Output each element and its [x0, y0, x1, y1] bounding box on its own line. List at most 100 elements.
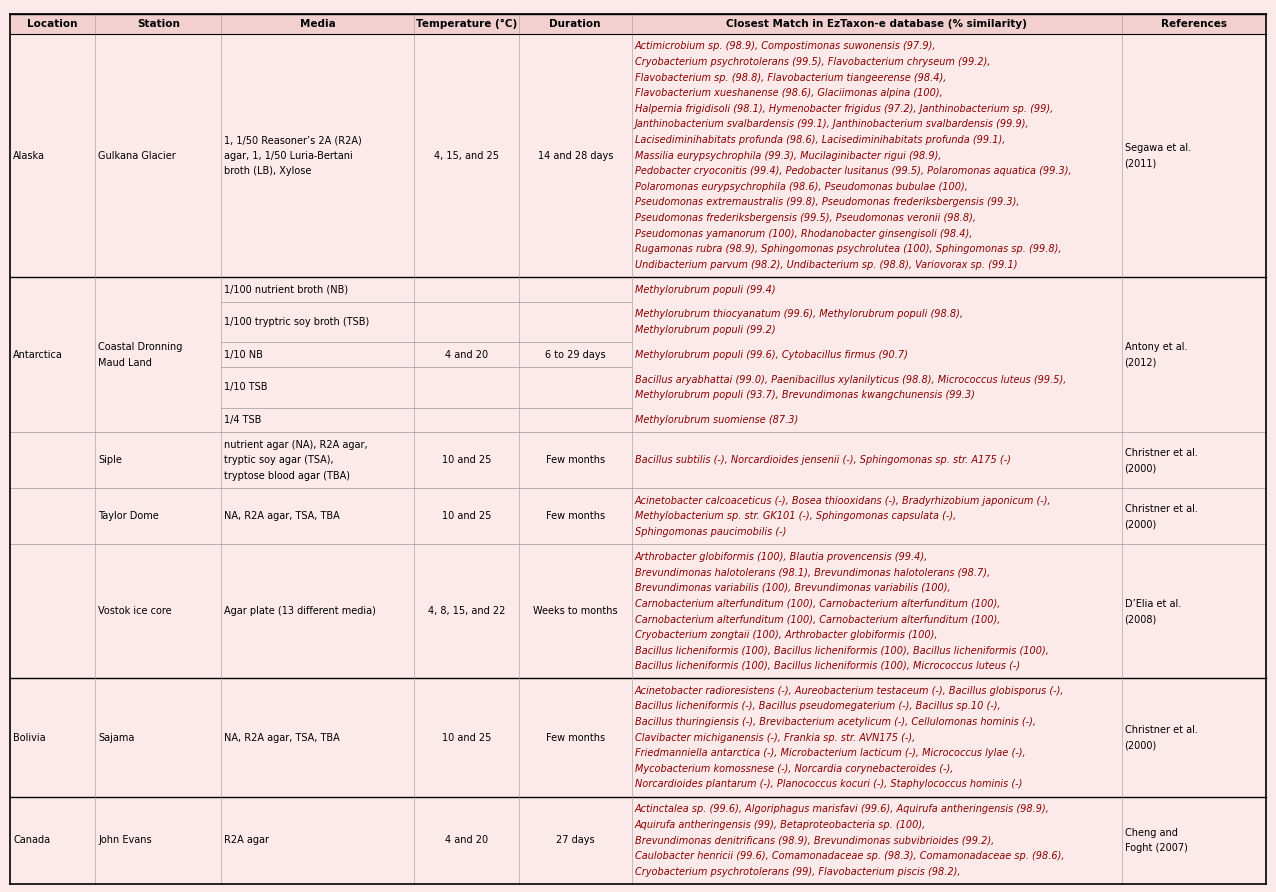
Text: Antarctica: Antarctica: [13, 350, 63, 359]
Bar: [10, 433, 1266, 489]
Text: Temperature (°C): Temperature (°C): [416, 19, 517, 29]
Text: Undibacterium parvum (98.2), Undibacterium sp. (98.8), Variovorax sp. (99.1): Undibacterium parvum (98.2), Undibacteri…: [634, 260, 1017, 270]
Text: Siple: Siple: [98, 456, 122, 466]
Text: Antony et al.: Antony et al.: [1124, 342, 1187, 352]
Text: Bacillus licheniformis (-), Bacillus pseudomegaterium (-), Bacillus sp.10 (-),: Bacillus licheniformis (-), Bacillus pse…: [634, 701, 1000, 712]
Text: Cryobacterium psychrotolerans (99.5), Flavobacterium chryseum (99.2),: Cryobacterium psychrotolerans (99.5), Fl…: [634, 57, 990, 67]
Text: Lacisediminihabitats profunda (98.6), Lacisediminihabitats profunda (99.1),: Lacisediminihabitats profunda (98.6), La…: [634, 135, 1005, 145]
Text: 1, 1/50 Reasoner’s 2A (R2A): 1, 1/50 Reasoner’s 2A (R2A): [225, 135, 362, 145]
Text: Carnobacterium alterfunditum (100), Carnobacterium alterfunditum (100),: Carnobacterium alterfunditum (100), Carn…: [634, 599, 1000, 608]
Text: Actinctalea sp. (99.6), Algoriphagus marisfavi (99.6), Aquirufa antheringensis (: Actinctalea sp. (99.6), Algoriphagus mar…: [634, 805, 1050, 814]
Text: Polaromonas eurypsychrophila (98.6), Pseudomonas bubulae (100),: Polaromonas eurypsychrophila (98.6), Pse…: [634, 182, 967, 192]
Text: Agar plate (13 different media): Agar plate (13 different media): [225, 607, 376, 616]
Text: (2000): (2000): [1124, 740, 1157, 750]
Bar: [10, 679, 1266, 797]
Text: Brevundimonas halotolerans (98.1), Brevundimonas halotolerans (98.7),: Brevundimonas halotolerans (98.1), Brevu…: [634, 567, 990, 577]
Text: (2000): (2000): [1124, 463, 1157, 473]
Text: 4, 15, and 25: 4, 15, and 25: [434, 151, 499, 161]
Text: 1/10 NB: 1/10 NB: [225, 350, 263, 359]
Text: Cryobacterium zongtaii (100), Arthrobacter globiformis (100),: Cryobacterium zongtaii (100), Arthrobact…: [634, 630, 937, 640]
Text: (2012): (2012): [1124, 358, 1157, 368]
Text: NA, R2A agar, TSA, TBA: NA, R2A agar, TSA, TBA: [225, 511, 339, 521]
Text: Cryobacterium psychrotolerans (99), Flavobacterium piscis (98.2),: Cryobacterium psychrotolerans (99), Flav…: [634, 867, 961, 877]
Text: Bacillus subtilis (-), Norcardioides jensenii (-), Sphingomonas sp. str. A175 (-: Bacillus subtilis (-), Norcardioides jen…: [634, 456, 1011, 466]
Text: Methylobacterium sp. str. GK101 (-), Sphingomonas capsulata (-),: Methylobacterium sp. str. GK101 (-), Sph…: [634, 511, 956, 521]
Text: Rugamonas rubra (98.9), Sphingomonas psychrolutea (100), Sphingomonas sp. (99.8): Rugamonas rubra (98.9), Sphingomonas psy…: [634, 244, 1062, 254]
Text: Vostok ice core: Vostok ice core: [98, 607, 172, 616]
Text: tryptose blood agar (TBA): tryptose blood agar (TBA): [225, 471, 350, 481]
Text: References: References: [1161, 19, 1226, 29]
Text: 1/100 tryptric soy broth (TSB): 1/100 tryptric soy broth (TSB): [225, 318, 369, 327]
Text: Alaska: Alaska: [13, 151, 45, 161]
Text: broth (LB), Xylose: broth (LB), Xylose: [225, 166, 311, 177]
Text: Pedobacter cryoconitis (99.4), Pedobacter lusitanus (99.5), Polaromonas aquatica: Pedobacter cryoconitis (99.4), Pedobacte…: [634, 166, 1072, 177]
Bar: [10, 14, 1266, 34]
Text: Friedmanniella antarctica (-), Microbacterium lacticum (-), Micrococcus lylae (-: Friedmanniella antarctica (-), Microbact…: [634, 748, 1026, 758]
Text: Gulkana Glacier: Gulkana Glacier: [98, 151, 176, 161]
Text: Massilia eurypsychrophila (99.3), Mucilaginibacter rigui (98.9),: Massilia eurypsychrophila (99.3), Mucila…: [634, 151, 942, 161]
Text: Mycobacterium komossnese (-), Norcardia corynebacteroides (-),: Mycobacterium komossnese (-), Norcardia …: [634, 764, 953, 773]
Text: 4, 8, 15, and 22: 4, 8, 15, and 22: [427, 607, 505, 616]
Text: Pseudomonas frederiksbergensis (99.5), Pseudomonas veronii (98.8),: Pseudomonas frederiksbergensis (99.5), P…: [634, 213, 976, 223]
Text: Bacillus licheniformis (100), Bacillus licheniformis (100), Micrococcus luteus (: Bacillus licheniformis (100), Bacillus l…: [634, 661, 1020, 671]
Text: Christner et al.: Christner et al.: [1124, 448, 1197, 458]
Text: Station: Station: [137, 19, 180, 29]
Text: (2000): (2000): [1124, 519, 1157, 529]
Text: 1/4 TSB: 1/4 TSB: [225, 415, 262, 425]
Text: Few months: Few months: [546, 511, 605, 521]
Text: NA, R2A agar, TSA, TBA: NA, R2A agar, TSA, TBA: [225, 732, 339, 743]
Text: 4 and 20: 4 and 20: [445, 350, 489, 359]
Text: 6 to 29 days: 6 to 29 days: [545, 350, 606, 359]
Text: Methylorubrum populi (99.2): Methylorubrum populi (99.2): [634, 325, 776, 335]
Bar: [10, 277, 1266, 433]
Text: 10 and 25: 10 and 25: [441, 456, 491, 466]
Text: Arthrobacter globiformis (100), Blautia provencensis (99.4),: Arthrobacter globiformis (100), Blautia …: [634, 552, 928, 562]
Text: 4 and 20: 4 and 20: [445, 836, 489, 846]
Text: Few months: Few months: [546, 732, 605, 743]
Text: Methylorubrum populi (99.4): Methylorubrum populi (99.4): [634, 285, 776, 294]
Text: Pseudomonas extremaustralis (99.8), Pseudomonas frederiksbergensis (99.3),: Pseudomonas extremaustralis (99.8), Pseu…: [634, 197, 1020, 208]
Text: Caulobacter henricii (99.6), Comamonadaceae sp. (98.3), Comamonadaceae sp. (98.6: Caulobacter henricii (99.6), Comamonadac…: [634, 851, 1064, 861]
Text: Halpernia frigidisoli (98.1), Hymenobacter frigidus (97.2), Janthinobacterium sp: Halpernia frigidisoli (98.1), Hymenobact…: [634, 103, 1053, 114]
Text: Brevundimonas variabilis (100), Brevundimonas variabilis (100),: Brevundimonas variabilis (100), Brevundi…: [634, 583, 951, 593]
Text: Christner et al.: Christner et al.: [1124, 725, 1197, 735]
Text: Few months: Few months: [546, 456, 605, 466]
Text: Cheng and: Cheng and: [1124, 828, 1178, 838]
Text: Brevundimonas denitrificans (98.9), Brevundimonas subvibrioides (99.2),: Brevundimonas denitrificans (98.9), Brev…: [634, 836, 994, 846]
Text: Bolivia: Bolivia: [13, 732, 46, 743]
Text: Maud Land: Maud Land: [98, 358, 152, 368]
Text: Location: Location: [28, 19, 78, 29]
Text: nutrient agar (NA), R2A agar,: nutrient agar (NA), R2A agar,: [225, 440, 367, 450]
Text: Taylor Dome: Taylor Dome: [98, 511, 160, 521]
Text: 1/10 TSB: 1/10 TSB: [225, 383, 268, 392]
Text: agar, 1, 1/50 Luria-Bertani: agar, 1, 1/50 Luria-Bertani: [225, 151, 352, 161]
Text: Aquirufa antheringensis (99), Betaproteobacteria sp. (100),: Aquirufa antheringensis (99), Betaproteo…: [634, 820, 926, 830]
Text: 27 days: 27 days: [556, 836, 595, 846]
Text: Norcardioides plantarum (-), Planococcus kocuri (-), Staphylococcus hominis (-): Norcardioides plantarum (-), Planococcus…: [634, 780, 1022, 789]
Text: Weeks to months: Weeks to months: [533, 607, 618, 616]
Text: Foght (2007): Foght (2007): [1124, 843, 1188, 854]
Text: Bacillus licheniformis (100), Bacillus licheniformis (100), Bacillus licheniform: Bacillus licheniformis (100), Bacillus l…: [634, 646, 1049, 656]
Bar: [10, 489, 1266, 544]
Text: Bacillus aryabhattai (99.0), Paenibacillus xylanilyticus (98.8), Micrococcus lut: Bacillus aryabhattai (99.0), Paenibacill…: [634, 375, 1065, 384]
Text: Flavobacterium xueshanense (98.6), Glaciimonas alpina (100),: Flavobacterium xueshanense (98.6), Glaci…: [634, 88, 943, 98]
Text: D’Elia et al.: D’Elia et al.: [1124, 599, 1180, 608]
Bar: [10, 34, 1266, 277]
Text: Methylorubrum suomiense (87.3): Methylorubrum suomiense (87.3): [634, 415, 798, 425]
Text: (2008): (2008): [1124, 615, 1157, 624]
Text: Methylorubrum populi (99.6), Cytobacillus firmus (90.7): Methylorubrum populi (99.6), Cytobacillu…: [634, 350, 907, 359]
Text: Actimicrobium sp. (98.9), Compostimonas suwonensis (97.9),: Actimicrobium sp. (98.9), Compostimonas …: [634, 41, 937, 52]
Text: Janthinobacterium svalbardensis (99.1), Janthinobacterium svalbardensis (99.9),: Janthinobacterium svalbardensis (99.1), …: [634, 120, 1030, 129]
Text: Methylorubrum populi (93.7), Brevundimonas kwangchunensis (99.3): Methylorubrum populi (93.7), Brevundimon…: [634, 390, 975, 401]
Text: Methylorubrum thiocyanatum (99.6), Methylorubrum populi (98.8),: Methylorubrum thiocyanatum (99.6), Methy…: [634, 310, 962, 319]
Text: tryptic soy agar (TSA),: tryptic soy agar (TSA),: [225, 456, 333, 466]
Text: Media: Media: [300, 19, 336, 29]
Text: Duration: Duration: [550, 19, 601, 29]
Text: Sphingomonas paucimobilis (-): Sphingomonas paucimobilis (-): [634, 527, 786, 537]
Text: Bacillus thuringiensis (-), Brevibacterium acetylicum (-), Cellulomonas hominis : Bacillus thuringiensis (-), Brevibacteri…: [634, 717, 1036, 727]
Text: 10 and 25: 10 and 25: [441, 511, 491, 521]
Text: (2011): (2011): [1124, 159, 1157, 169]
Text: Acinetobacter calcoaceticus (-), Bosea thiooxidans (-), Bradyrhizobium japonicum: Acinetobacter calcoaceticus (-), Bosea t…: [634, 496, 1051, 506]
Text: Pseudomonas yamanorum (100), Rhodanobacter ginsengisoli (98.4),: Pseudomonas yamanorum (100), Rhodanobact…: [634, 228, 972, 239]
Text: Closest Match in EzTaxon-e database (% similarity): Closest Match in EzTaxon-e database (% s…: [726, 19, 1027, 29]
